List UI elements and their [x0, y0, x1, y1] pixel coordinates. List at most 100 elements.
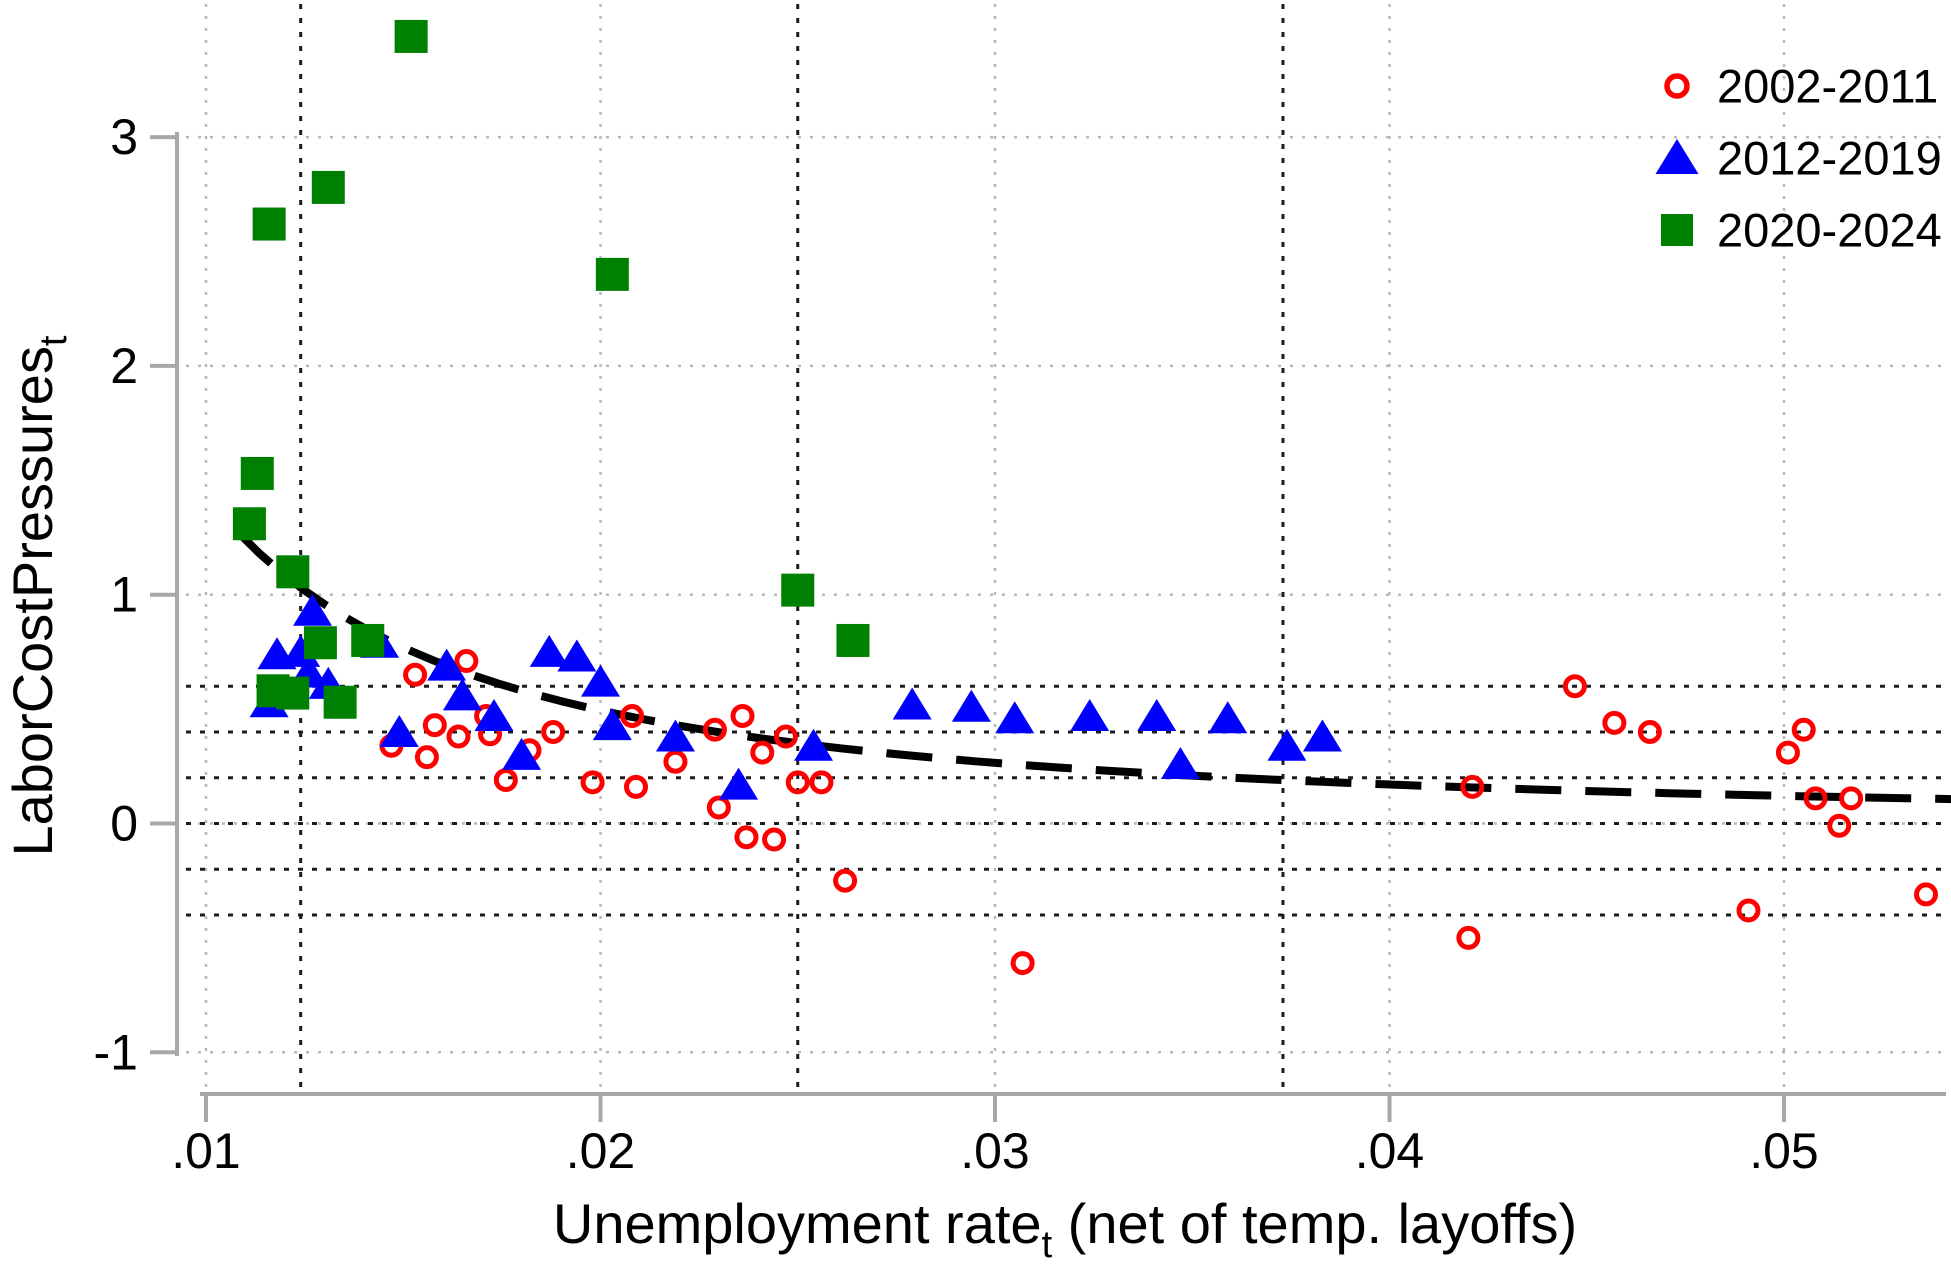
fit-curve-layer [234, 528, 1951, 804]
data-point [454, 649, 479, 674]
data-point [1827, 813, 1852, 838]
data-point [1160, 747, 1200, 780]
data-point [781, 573, 815, 607]
legend-label: 2020-2024 [1717, 204, 1942, 257]
legend-label: 2012-2019 [1717, 132, 1942, 185]
data-point [892, 687, 932, 720]
data-point [529, 634, 569, 667]
data-point [502, 737, 542, 770]
data-point [323, 685, 357, 719]
data-point [750, 740, 775, 765]
data-point [995, 701, 1035, 734]
data-point [706, 795, 731, 820]
series-2002-2011 [379, 649, 1939, 976]
x-tick-label: .03 [960, 1123, 1030, 1179]
data-point [1562, 674, 1587, 699]
data-points-layer [232, 19, 1939, 976]
data-point [1803, 786, 1828, 811]
y-tick-label: -1 [94, 1024, 138, 1080]
data-point [773, 724, 798, 749]
data-point [422, 713, 447, 738]
data-point [1267, 728, 1307, 761]
data-point [303, 626, 337, 660]
legend-item: 2012-2019 [1655, 132, 1942, 185]
data-point [1208, 701, 1248, 734]
y-axis-title: LaborCostPressurest [1, 335, 75, 856]
data-point [293, 593, 333, 626]
data-point [1460, 774, 1485, 799]
data-point [276, 676, 310, 710]
fit-curve [234, 528, 1951, 804]
data-point [836, 623, 870, 657]
data-point [1637, 719, 1662, 744]
open-circle-marker-icon [1664, 73, 1690, 99]
data-point [663, 749, 688, 774]
data-point [580, 770, 605, 795]
data-point [595, 257, 629, 291]
y-axis-ticks: -1 0 1 2 3 [94, 109, 177, 1080]
svg-text:LaborCostPressurest: LaborCostPressurest [1, 335, 75, 856]
x-axis-title: Unemployment ratet (net of temp. layoffs… [553, 1192, 1577, 1266]
data-point [1791, 717, 1816, 742]
y-tick-label: 1 [110, 567, 138, 623]
legend: 2002-2011 2012-2019 2020-2024 [1655, 60, 1942, 257]
data-point [1839, 786, 1864, 811]
data-point [833, 868, 858, 893]
x-tick-label: .01 [171, 1123, 241, 1179]
axes: -1 0 1 2 3 .01 .02 .03 .04 .05 [94, 109, 1946, 1179]
data-point [1010, 951, 1035, 976]
data-point [427, 648, 467, 681]
y-tick-label: 2 [110, 338, 138, 394]
data-point [719, 767, 759, 800]
data-point [557, 639, 597, 672]
data-point [1602, 710, 1627, 735]
data-point [446, 724, 471, 749]
data-point [951, 689, 991, 722]
x-axis-ticks: .01 .02 .03 .04 .05 [171, 1094, 1819, 1179]
data-point [702, 717, 727, 742]
data-point [620, 703, 645, 728]
data-point [655, 719, 695, 752]
y-tick-label: 3 [110, 109, 138, 165]
x-tick-label: .04 [1355, 1123, 1425, 1179]
series-2012-2019 [249, 593, 1342, 800]
data-point [232, 507, 266, 541]
data-point [624, 774, 649, 799]
data-point [240, 456, 274, 490]
square-marker-icon [1661, 214, 1693, 246]
data-point [1736, 898, 1761, 923]
data-point [785, 770, 810, 795]
data-point [351, 623, 385, 657]
data-point [379, 714, 419, 747]
x-tick-label: .02 [566, 1123, 636, 1179]
data-point [1137, 698, 1177, 731]
data-point [442, 678, 482, 711]
legend-label: 2002-2011 [1717, 60, 1938, 113]
data-point [1775, 740, 1800, 765]
legend-item: 2002-2011 [1664, 60, 1938, 113]
series-2020-2024 [232, 19, 870, 719]
x-tick-label: .05 [1749, 1123, 1819, 1179]
data-point [794, 728, 834, 761]
data-point [403, 662, 428, 687]
data-point [311, 170, 345, 204]
data-point [809, 770, 834, 795]
triangle-marker-icon [1655, 139, 1699, 174]
data-point [1302, 719, 1342, 752]
data-point [394, 19, 428, 53]
data-point [730, 703, 755, 728]
data-point [581, 664, 620, 697]
legend-item: 2020-2024 [1661, 204, 1942, 257]
data-point [276, 555, 310, 589]
data-point [1456, 925, 1481, 950]
data-point [493, 768, 518, 793]
data-point [1070, 698, 1110, 731]
data-point [762, 827, 787, 852]
data-point [414, 745, 439, 770]
data-point [592, 708, 632, 741]
data-point [541, 719, 566, 744]
gridlines-light [186, 4, 1948, 1090]
data-point [1914, 882, 1939, 907]
